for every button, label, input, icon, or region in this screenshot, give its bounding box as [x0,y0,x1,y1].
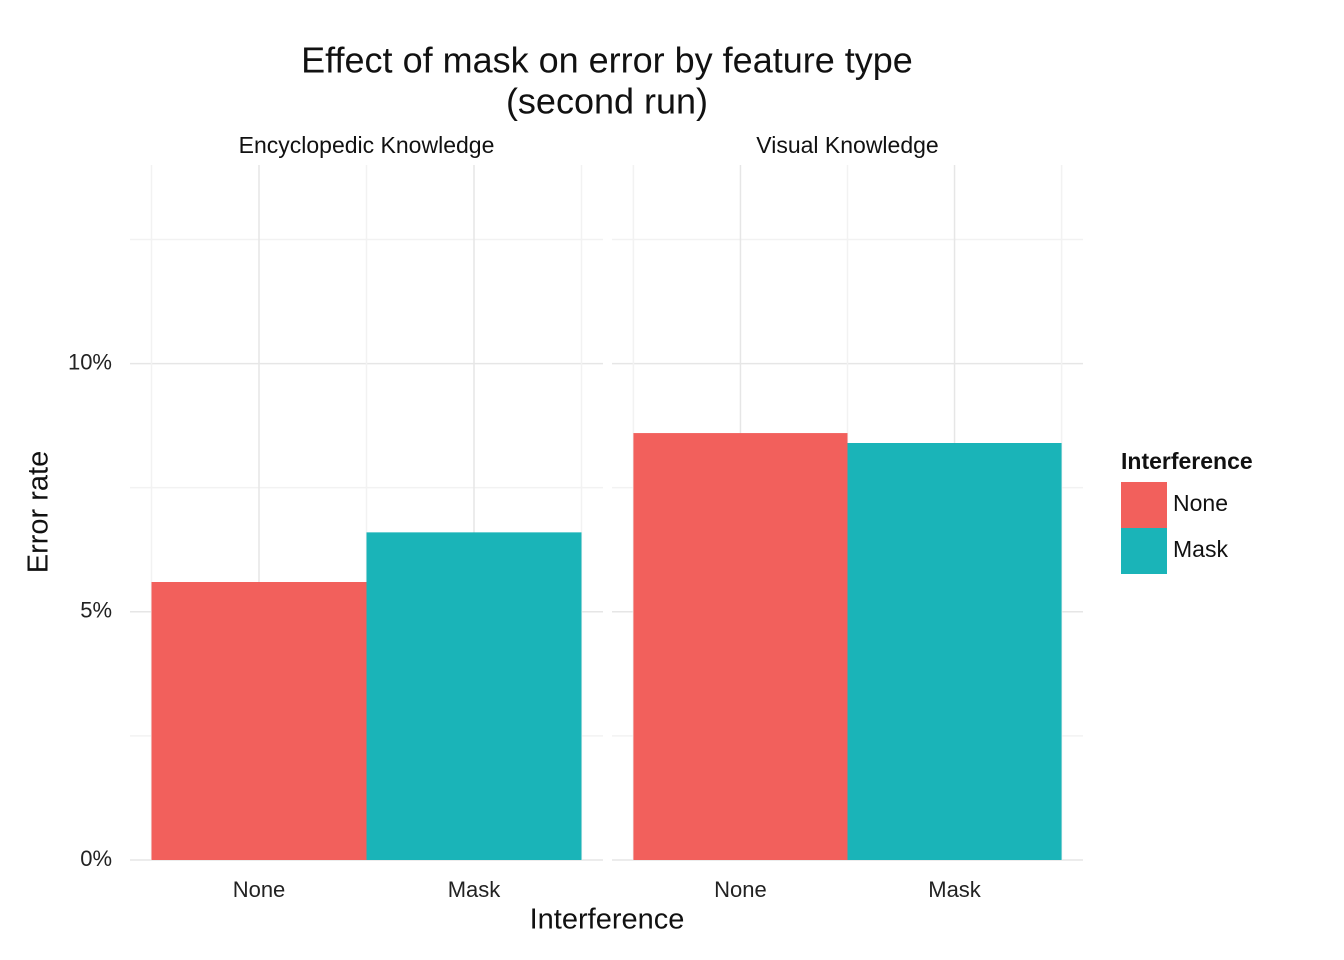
legend-label: Mask [1173,536,1228,562]
legend-key [1121,482,1167,528]
chart-subtitle: (second run) [506,81,708,122]
legend-label: None [1173,490,1228,516]
y-tick-label: 0% [80,846,112,871]
y-tick-label: 5% [80,598,112,623]
y-tick-label: 10% [68,349,112,374]
strip-label: Encyclopedic Knowledge [239,132,495,158]
y-axis-title: Error rate [23,451,55,573]
bar [847,443,1062,860]
x-tick-label: None [233,877,286,902]
x-tick-label: Mask [448,877,502,902]
bar [633,433,848,860]
legend-key [1121,528,1167,574]
chart-title: Effect of mask on error by feature type [301,40,913,81]
x-axis-title: Interference [530,904,685,936]
bar [151,582,367,860]
x-tick-label: None [714,877,767,902]
x-tick-label: Mask [928,877,982,902]
bar [366,532,582,860]
strip-label: Visual Knowledge [756,132,938,158]
legend-title: Interference [1121,448,1253,474]
